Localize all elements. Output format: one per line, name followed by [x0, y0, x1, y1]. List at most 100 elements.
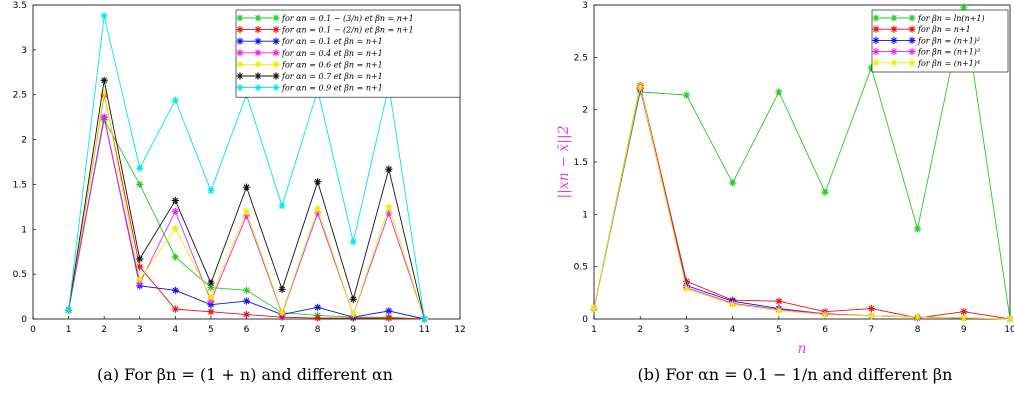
data-point: [207, 284, 215, 292]
legend-marker: [872, 59, 880, 67]
x-tick-label: 0: [30, 325, 36, 335]
data-point: [590, 304, 598, 313]
y-tick-label: 1.5: [574, 158, 588, 168]
legend-entry: for βn = (n+1)³: [917, 48, 980, 57]
series-line: [593, 85, 1011, 320]
legend: for βn = ln(n+1) for βn = n+1 for βn = (n+…: [871, 9, 1009, 73]
legend-entry: for αn = 0.1 − (3/n) et βn = n+1: [281, 14, 414, 23]
series-2: [590, 85, 1014, 323]
legend-entry: for βn = ln(n+1): [917, 14, 985, 23]
legend-marker: [236, 60, 244, 68]
data-point: [385, 203, 393, 211]
data-point: [775, 88, 783, 96]
data-point: [960, 3, 968, 11]
caption: (a) For βn = (1 + n) and different αn: [97, 365, 393, 384]
data-point: [349, 310, 357, 319]
data-point: [775, 307, 783, 315]
legend-marker: [872, 25, 880, 33]
data-point: [913, 313, 922, 321]
data-point: [171, 96, 179, 104]
data-point: [314, 314, 322, 322]
data-point: [278, 309, 286, 317]
data-point: [207, 293, 215, 302]
x-tick-label: 1: [591, 325, 597, 335]
data-point: [913, 225, 922, 233]
legend-marker: [872, 48, 880, 56]
data-point: [867, 304, 875, 313]
x-tick-label: 7: [279, 325, 285, 335]
data-point: [1006, 315, 1014, 323]
series-line: [593, 7, 1011, 320]
y-tick-label: 2.5: [13, 91, 27, 101]
data-point: [278, 285, 286, 293]
data-point: [314, 205, 322, 213]
legend-marker: [236, 26, 244, 34]
series-line: [593, 87, 1011, 320]
x-axis-label: n: [797, 341, 806, 357]
data-point: [136, 275, 144, 284]
y-tick-label: 3: [582, 1, 588, 11]
x-tick-label: 8: [915, 325, 921, 335]
x-tick-label: 4: [172, 325, 178, 335]
legend-marker: [272, 84, 280, 92]
y-tick-label: 1: [582, 210, 588, 220]
y-tick-label: 0.5: [13, 270, 27, 280]
data-point: [171, 253, 179, 261]
legend-entry: for αn = 0.1 − (2/n) et βn = n+1: [281, 26, 414, 35]
data-point: [171, 196, 179, 205]
data-point: [242, 297, 251, 305]
y-axis-label: ||xn − x̄||2: [556, 125, 572, 198]
data-point: [821, 188, 829, 196]
legend-marker: [890, 25, 898, 33]
legend-marker: [236, 72, 244, 80]
data-point: [171, 207, 179, 215]
y-tick-label: 0: [582, 315, 588, 325]
data-point: [242, 310, 251, 319]
x-tick-label: 9: [961, 325, 967, 335]
data-point: [171, 305, 179, 313]
data-point: [385, 209, 393, 217]
legend-marker: [272, 14, 280, 22]
x-tick-label: 6: [244, 325, 250, 335]
legend-marker: [254, 60, 262, 68]
data-point: [867, 64, 875, 72]
x-tick-label: 3: [137, 325, 143, 335]
series-line: [593, 86, 1011, 320]
legend-entry: for βn = (n+1)⁴: [917, 59, 980, 68]
data-point: [729, 179, 737, 187]
data-point: [64, 306, 73, 314]
legend-marker: [254, 72, 262, 80]
y-tick-label: 2: [21, 136, 27, 146]
legend-marker: [908, 59, 916, 67]
y-tick-label: 1: [21, 225, 27, 235]
series-line: [68, 92, 425, 320]
data-point: [100, 12, 108, 20]
x-tick-label: 5: [208, 325, 214, 335]
x-tick-label: 4: [730, 325, 736, 335]
data-point: [171, 224, 179, 232]
data-point: [314, 209, 322, 217]
y-tick-label: 2: [582, 106, 588, 116]
legend-marker: [872, 14, 880, 22]
legend-marker: [890, 59, 898, 67]
data-point: [136, 263, 144, 271]
legend-marker: [254, 14, 262, 22]
legend-entry: for αn = 0.6 et βn = n+1: [281, 60, 383, 69]
legend-marker: [872, 36, 880, 44]
y-tick-label: 2.5: [574, 53, 588, 63]
data-point: [385, 165, 393, 173]
x-tick-label: 1: [66, 325, 72, 335]
data-point: [775, 297, 783, 305]
data-point: [314, 178, 322, 186]
y-tick-label: 1.5: [13, 180, 27, 190]
legend-marker: [890, 14, 898, 22]
data-point: [242, 212, 251, 220]
legend-entry: for αn = 0.7 et βn = n+1: [281, 72, 383, 81]
x-tick-label: 10: [1004, 325, 1014, 335]
data-point: [349, 295, 357, 303]
legend-marker: [254, 26, 262, 34]
data-point: [136, 164, 144, 172]
data-point: [729, 300, 737, 308]
